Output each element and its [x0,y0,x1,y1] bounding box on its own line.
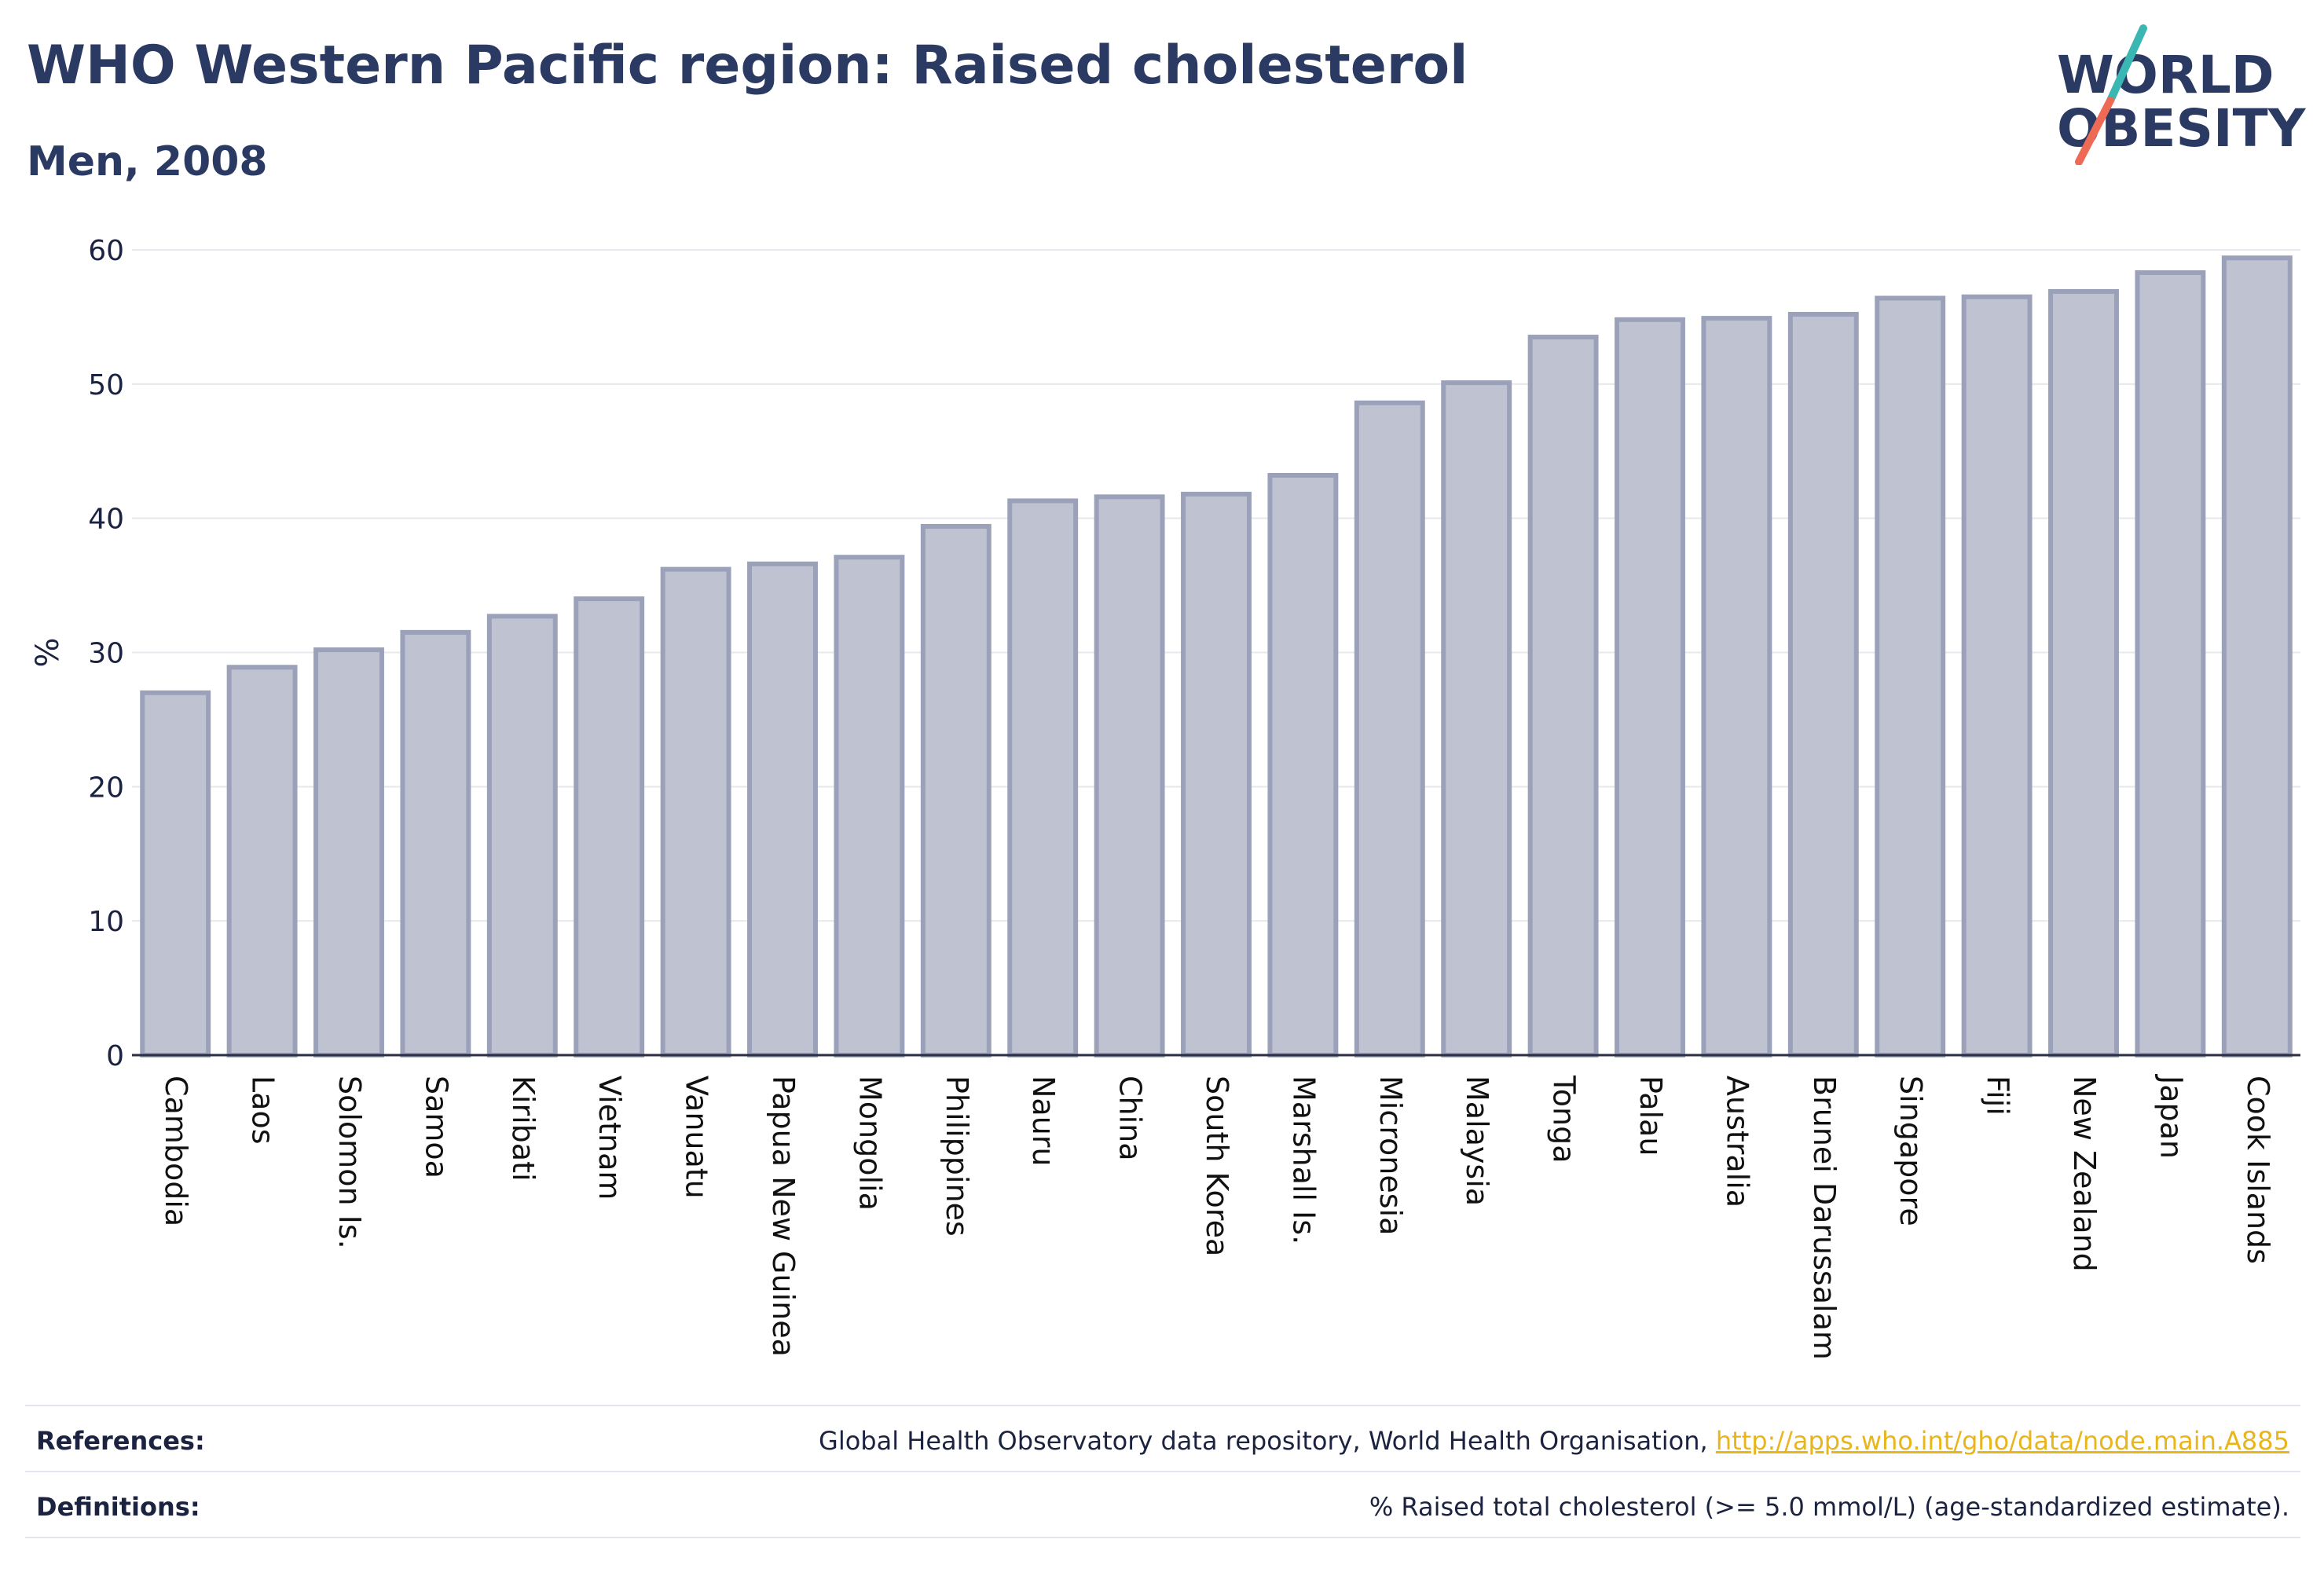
x-tick-label: Cambodia [159,1076,193,1226]
y-tick-label: 20 [88,772,124,804]
references-label: References: [36,1426,205,1456]
x-tick-label: Fiji [1981,1076,2015,1116]
x-tick-label: Micronesia [1373,1076,1408,1235]
logo-line1: WORLD [2057,45,2275,105]
bar [834,555,905,1057]
x-tick-label: Palau [1633,1076,1668,1156]
world-obesity-logo: WORLD OBESITY [2043,24,2310,165]
logo-slash-top [2106,24,2147,104]
references-link[interactable]: http://apps.who.int/gho/data/node.main.A… [1715,1426,2289,1456]
bar [400,629,471,1057]
bar [1615,317,1685,1058]
bar [1007,498,1079,1057]
y-tick-label: 10 [88,906,124,938]
bar [2221,255,2293,1057]
bar [1875,295,1946,1057]
x-tick-label: Papua New Guinea [766,1076,801,1357]
x-tick-label: Vietnam [592,1076,627,1200]
bar [1094,494,1165,1057]
x-tick-label: Solomon Is. [332,1076,367,1249]
x-tick-label: New Zealand [2067,1076,2102,1272]
bar [226,665,298,1058]
x-tick-label: Tonga [1547,1075,1582,1164]
y-axis-label: % [30,637,66,667]
bar [140,690,211,1057]
references-text: Global Health Observatory data repositor… [819,1426,2300,1456]
logo-graphic: WORLD OBESITY [2057,24,2307,165]
x-tick-label: Australia [1720,1076,1754,1208]
chart-title: WHO Western Pacific region: Raised chole… [27,35,1468,97]
bar-chart-svg: 0 10 20 30 40 50 60% Cambodia Laos Solomon Is. Sam… [30,235,2300,1360]
x-tick-label: Singapore [1893,1076,1928,1226]
bar [1701,316,1772,1057]
x-tick-label: Samoa [419,1076,453,1178]
y-tick-label: 0 [106,1040,124,1072]
bar [1267,473,1339,1057]
y-tick-label: 30 [88,638,124,670]
x-tick-label: South Korea [1200,1076,1234,1256]
bar [2135,270,2206,1057]
bar [1181,491,1252,1057]
bar [1441,380,1512,1057]
x-tick-label: Japan [2154,1074,2188,1159]
y-tick-label: 60 [88,235,124,267]
bar [1527,335,1599,1057]
x-tick-label: Laos [246,1076,280,1145]
x-tick-label: Marshall Is. [1286,1076,1321,1244]
definitions-label: Definitions: [36,1492,200,1522]
definitions-row: Definitions: % Raised total cholesterol … [25,1474,2300,1540]
footer-divider-top [25,1405,2300,1406]
x-tick-label: Cook Islands [2241,1076,2275,1264]
bar [574,596,645,1057]
bar [486,614,558,1057]
definitions-text: % Raised total cholesterol (>= 5.0 mmol/… [1369,1492,2289,1522]
bar [660,566,731,1057]
bar-chart: 0 10 20 30 40 50 60% Cambodia Laos Solomon Is. Sam… [30,235,2300,1360]
x-tick-label: Kiribati [506,1076,541,1182]
x-tick-label: Brunei Darussalam [1807,1076,1842,1360]
bar [1961,294,2033,1057]
bar [747,561,818,1057]
x-tick-label: Malaysia [1460,1076,1494,1206]
bar [1787,312,1859,1057]
footer-divider-middle [25,1471,2300,1472]
logo-slash-bottom [2075,97,2114,165]
x-tick-label: Philippines [940,1076,974,1237]
bar [1354,400,1425,1057]
x-tick-label: Vanuatu [680,1076,714,1199]
y-tick-label: 50 [88,369,124,401]
x-tick-label: China [1113,1076,1148,1161]
references-row: References: Global Health Observatory da… [25,1408,2300,1474]
bar [313,647,384,1057]
chart-subtitle: Men, 2008 [27,138,268,185]
references-source: Global Health Observatory data repositor… [819,1426,1716,1456]
y-tick-label: 40 [88,504,124,536]
x-tick-label: Mongolia [852,1076,887,1211]
bar [2048,288,2119,1058]
x-tick-label: Nauru [1026,1076,1061,1167]
footer-divider-bottom [25,1537,2300,1538]
bar [920,523,992,1057]
